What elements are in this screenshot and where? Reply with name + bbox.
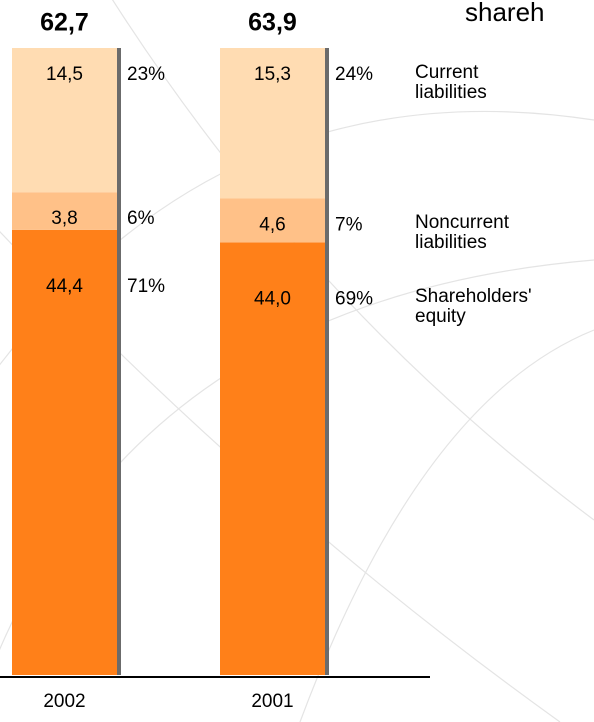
value-label: 44,0 — [254, 288, 291, 309]
total-label: 62,7 — [40, 9, 89, 37]
percent-label: 69% — [335, 288, 373, 309]
legend-label: Noncurrent liabilities — [415, 212, 509, 254]
value-label: 15,3 — [254, 64, 291, 85]
bar-shadow — [325, 48, 329, 675]
chart-title: shareh — [465, 0, 545, 27]
total-label: 63,9 — [248, 9, 297, 37]
bar-shadow — [117, 48, 121, 675]
value-label: 4,6 — [259, 214, 285, 235]
value-label: 14,5 — [46, 64, 83, 85]
value-label: 3,8 — [51, 208, 77, 229]
legend-label: Current liabilities — [415, 62, 487, 103]
percent-label: 6% — [127, 208, 155, 229]
percent-label: 23% — [127, 64, 165, 85]
bar-segment — [220, 242, 325, 675]
bar-segment — [220, 198, 325, 243]
bar-segment — [220, 48, 325, 199]
bar-segment — [12, 48, 117, 193]
bar-segment — [12, 229, 117, 675]
legend-label: Shareholders' equity — [415, 286, 532, 328]
x-tick-label: 2002 — [43, 691, 85, 712]
percent-label: 7% — [335, 214, 363, 235]
x-tick-label: 2001 — [251, 691, 293, 712]
value-label: 44,4 — [46, 276, 83, 297]
percent-label: 24% — [335, 64, 373, 85]
percent-label: 71% — [127, 276, 165, 297]
bar-segment — [12, 192, 117, 230]
